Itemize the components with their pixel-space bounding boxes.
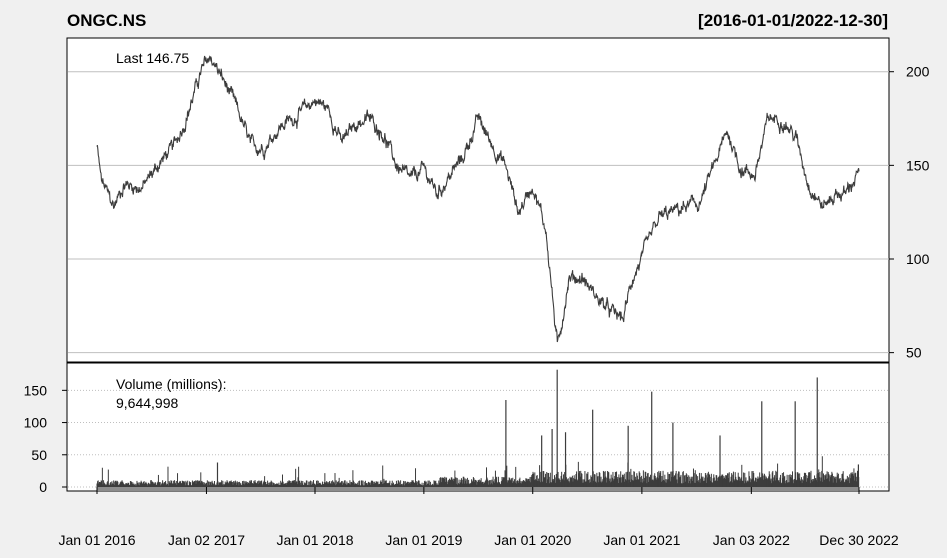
volume-y-tick-label: 50 [31,447,47,463]
volume-label: Volume (millions): [116,376,226,392]
price-y-tick-label: 150 [906,157,930,173]
x-tick-label: Jan 01 2016 [58,532,135,548]
volume-bars [96,369,860,487]
volume-baseline-strip [97,487,859,491]
volume-y-axis: 0 50 100 150 [24,382,67,495]
x-tick-label: Jan 01 2020 [494,532,571,548]
volume-y-tick-label: 0 [39,479,47,495]
x-tick-label: Jan 01 2019 [385,532,462,548]
last-price-label: Last 146.75 [116,50,189,66]
x-tick-label: Jan 02 2017 [168,532,245,548]
x-tick-label: Jan 01 2021 [603,532,680,548]
x-tick-label: Dec 30 2022 [819,532,899,548]
chart-title: ONGC.NS [67,11,146,30]
x-tick-label: Jan 03 2022 [713,532,790,548]
price-y-axis: 50 100 150 200 [889,64,930,361]
price-panel [66,37,890,363]
volume-last-value: 9,644,998 [116,395,178,411]
price-line [96,55,860,343]
price-y-tick-label: 100 [906,251,930,267]
volume-y-tick-label: 150 [24,382,48,398]
price-y-tick-label: 200 [906,64,930,80]
price-grid [68,71,889,354]
x-tick-label: Jan 01 2018 [276,532,353,548]
volume-panel [66,362,890,492]
x-axis: Jan 01 2016 Jan 02 2017 Jan 01 2018 Jan 01 … [58,532,898,548]
volume-y-tick-label: 100 [24,415,48,431]
chart-date-range: [2016-01-01/2022-12-30] [698,11,888,30]
volume-strip-ticks [96,487,860,494]
price-y-tick-label: 50 [906,345,922,361]
